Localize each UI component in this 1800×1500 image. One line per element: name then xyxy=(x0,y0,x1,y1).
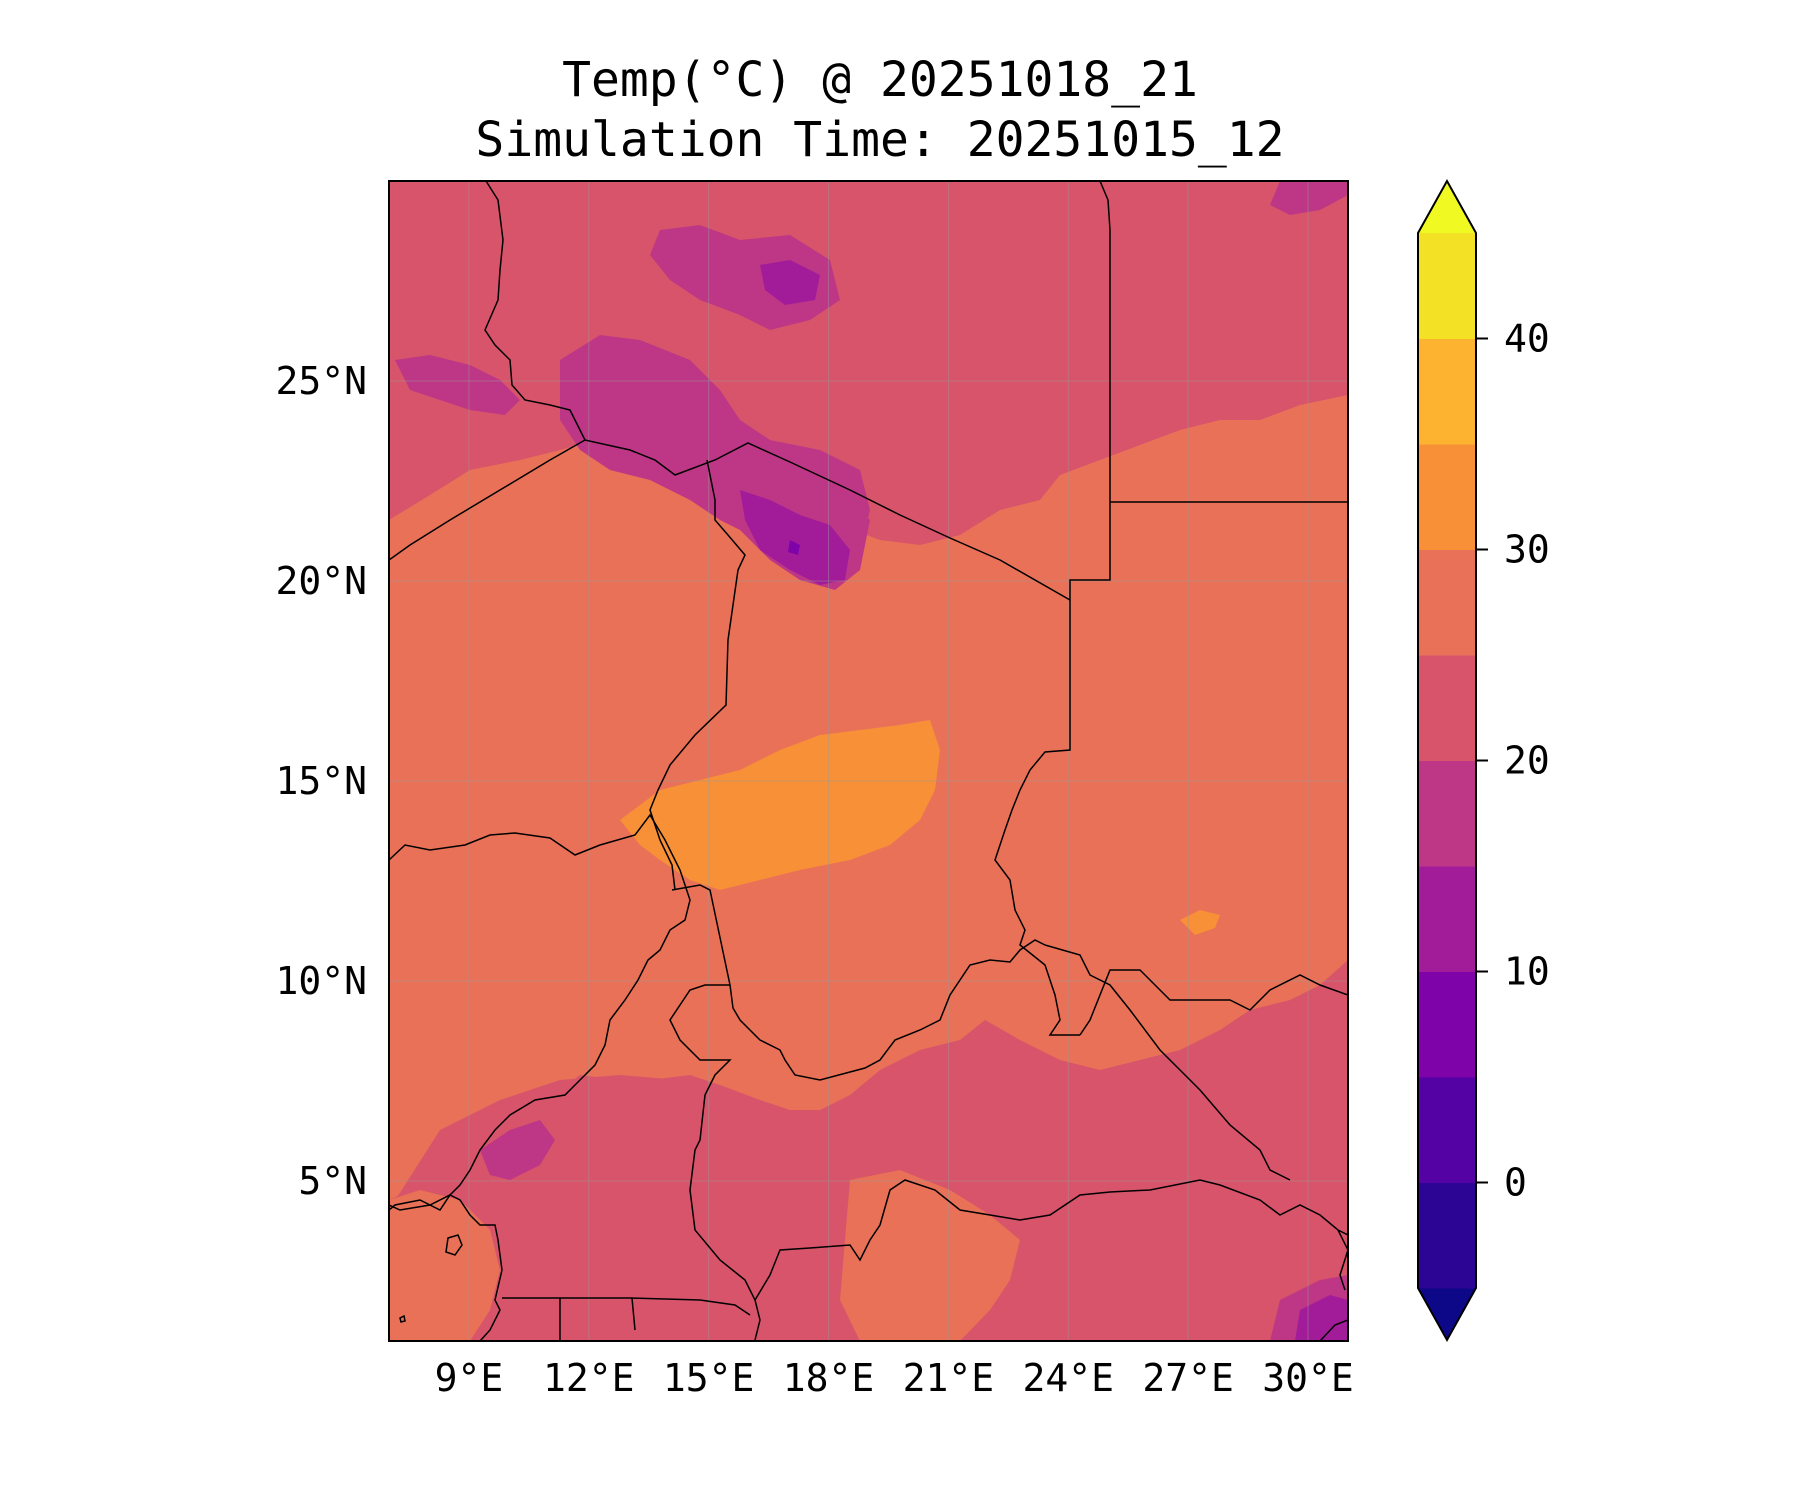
border-eq-guinea-gabon xyxy=(502,1297,751,1341)
temp-band-10-15-north xyxy=(760,260,820,305)
lat-tick-label: 10°N xyxy=(275,959,367,1003)
border-drc-uganda xyxy=(1337,1229,1348,1291)
colorbar-tick-label: 30 xyxy=(1504,528,1550,572)
border-cameroon-car xyxy=(669,984,761,1341)
lon-tick-label: 24°E xyxy=(1023,1356,1115,1400)
temp-band-25-30-southwest xyxy=(389,1190,500,1341)
lat-tick-label: 15°N xyxy=(275,759,367,803)
temp-band-15-20-west xyxy=(395,355,520,415)
temp-band-30-35 xyxy=(620,720,940,890)
temp-band-15-20-cameroon xyxy=(480,1120,555,1180)
lon-tick-label: 12°E xyxy=(543,1356,635,1400)
lat-tick-label: 25°N xyxy=(275,359,367,403)
colorbar-level xyxy=(1418,1077,1476,1183)
border-southsudan-north xyxy=(1079,969,1348,1036)
temp-band-5-10-spot xyxy=(788,540,800,555)
longitude-axis: 9°E 12°E 15°E 18°E 21°E 24°E 27°E 30°E xyxy=(435,1356,1354,1400)
colorbar-level xyxy=(1418,655,1476,761)
colorbar-tick-label: 20 xyxy=(1504,739,1550,783)
map-title: Temp(°C) @ 20251018_21 xyxy=(562,52,1198,108)
lon-tick-label: 21°E xyxy=(903,1356,995,1400)
lon-tick-label: 15°E xyxy=(663,1356,755,1400)
lon-tick-label: 18°E xyxy=(783,1356,875,1400)
map-frame xyxy=(388,180,1349,1342)
colorbar-outline xyxy=(1417,178,1477,1343)
map-subtitle: Simulation Time: 20251015_12 xyxy=(475,112,1285,168)
lon-tick-label: 9°E xyxy=(435,1356,504,1400)
temp-band-10-15-tibesti xyxy=(740,490,850,585)
border-niger-north xyxy=(389,439,1071,601)
colorbar-level xyxy=(1418,760,1476,867)
colorbar-tick-label: 10 xyxy=(1504,950,1550,994)
colorbar-level xyxy=(1418,444,1476,550)
border-se-corner xyxy=(1319,1319,1348,1341)
island-small xyxy=(399,1314,406,1323)
temperature-field xyxy=(389,181,1348,1341)
lat-tick-label: 5°N xyxy=(298,1159,367,1203)
border-southsudan-car xyxy=(1044,944,1291,1181)
border-car-congo-drc xyxy=(754,1179,1348,1301)
colorbar-level xyxy=(1418,971,1476,1078)
border-cameroon-coast xyxy=(389,1194,503,1341)
colorbar-level xyxy=(1418,1182,1476,1289)
graticule xyxy=(389,181,1348,1341)
colorbar-level xyxy=(1418,233,1476,339)
border-chad-niger xyxy=(649,459,746,891)
colorbar-extend-max xyxy=(1418,181,1476,233)
colorbar-tick-label: 0 xyxy=(1504,1161,1527,1205)
country-borders xyxy=(389,181,1348,1341)
island-bioko xyxy=(445,1234,463,1256)
border-libya-west xyxy=(484,181,586,441)
colorbar-level xyxy=(1418,866,1476,972)
lon-tick-label: 27°E xyxy=(1142,1356,1234,1400)
border-egypt-sudan xyxy=(994,181,1111,1036)
temp-band-30-35-east-spot xyxy=(1180,910,1220,935)
temp-band-15-20-ne-corner xyxy=(1270,181,1348,215)
colorbar-extend-min xyxy=(1418,1288,1476,1340)
map-area[interactable] xyxy=(389,181,1348,1341)
colorbar: 0 10 20 30 40 xyxy=(1417,178,1550,1343)
border-nigeria-cameroon xyxy=(389,813,691,1211)
temp-band-10-15-se xyxy=(1295,1295,1348,1341)
colorbar-level xyxy=(1418,549,1476,656)
border-car-chad xyxy=(671,884,1046,1081)
colorbar-level xyxy=(1418,338,1476,445)
colorbar-tick-label: 40 xyxy=(1504,317,1550,361)
latitude-axis: 5°N 10°N 15°N 20°N 25°N xyxy=(275,359,367,1203)
lat-tick-label: 20°N xyxy=(275,559,367,603)
lon-tick-label: 30°E xyxy=(1262,1356,1354,1400)
